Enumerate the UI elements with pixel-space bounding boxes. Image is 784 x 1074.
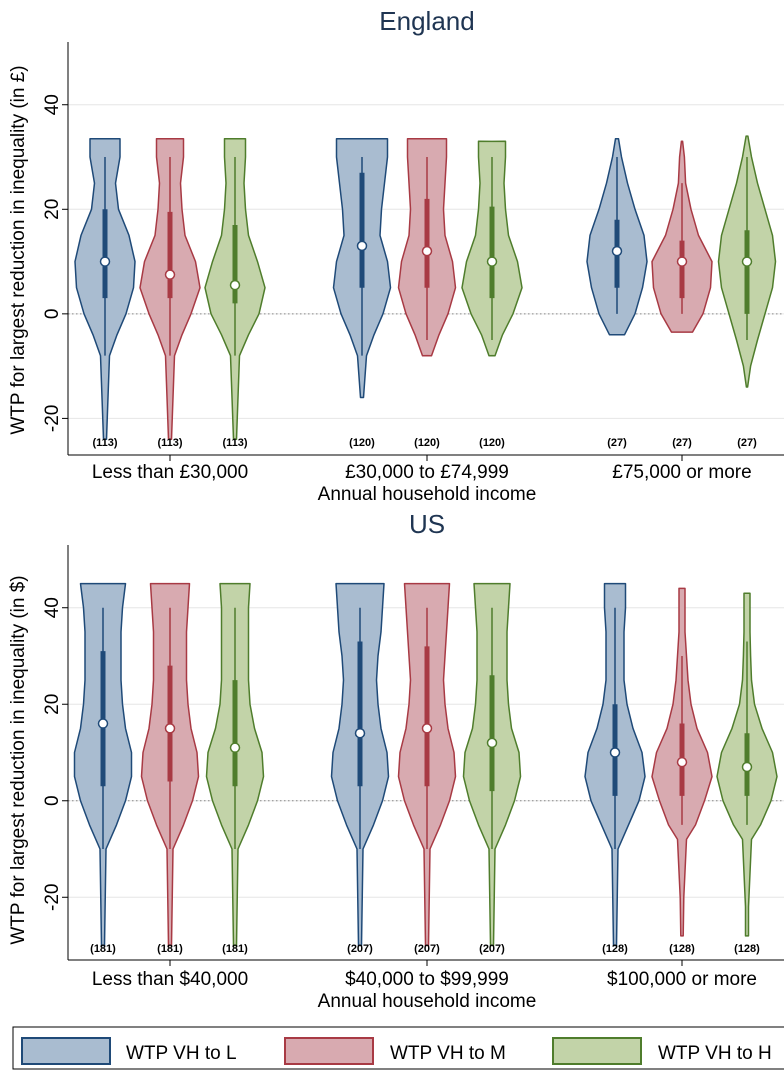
- y-tick-label: 20: [42, 199, 63, 220]
- legend-entry-m: WTP VH to M: [284, 1037, 506, 1065]
- violin-median-marker: [421, 723, 433, 734]
- sample-size-label: (181): [222, 943, 248, 955]
- violin-wtp-vh-to-l: [584, 582, 646, 947]
- x-category-label: Less than £30,000: [92, 462, 248, 483]
- sample-size-label: (113): [222, 437, 247, 449]
- x-category-label: Less than $40,000: [92, 969, 248, 990]
- x-category-label: £75,000 or more: [612, 462, 751, 483]
- panel-title-england: England: [379, 6, 474, 36]
- violin-median-marker: [229, 279, 241, 291]
- y-tick-label: -20: [42, 405, 63, 432]
- y-tick-label: 20: [42, 694, 63, 715]
- sample-size-label: (120): [479, 437, 505, 449]
- y-tick-label: -20: [42, 884, 63, 911]
- panel-us: US -20 0 20 40 WTP for largest reduction in i…: [8, 509, 784, 1012]
- violin-wtp-vh-to-l: [330, 582, 390, 947]
- violin-wtp-vh-to-m: [397, 582, 457, 947]
- violin-median-marker: [741, 761, 753, 773]
- panel-england: England -20 0 20 40 WTP for largest reduction…: [8, 6, 784, 505]
- legend-frame: [12, 1026, 784, 1070]
- violin-wtp-vh-to-h: [204, 137, 266, 441]
- violin-wtp-vh-to-h: [717, 135, 777, 388]
- legend-entry-h: WTP VH to H: [552, 1037, 772, 1065]
- violin-median-marker: [611, 245, 623, 257]
- sample-size-label: (181): [157, 943, 183, 955]
- violin-wtp-vh-to-m: [397, 137, 457, 357]
- y-axis-label: WTP for largest reduction in inequality …: [8, 575, 29, 944]
- y-tick-label: 0: [42, 795, 63, 806]
- x-axis-label: Annual household income: [318, 991, 537, 1012]
- violin-median-marker: [354, 727, 366, 739]
- violin-wtp-vh-to-l: [74, 137, 136, 441]
- legend-label-h: WTP VH to H: [658, 1043, 772, 1064]
- chart-legend: WTP VH to L WTP VH to M WTP VH to H: [12, 1026, 784, 1070]
- legend-entry-l: WTP VH to L: [21, 1037, 237, 1065]
- violin-wtp-vh-to-h: [461, 140, 523, 357]
- violin-median-marker: [486, 737, 498, 749]
- violin-wtp-vh-to-l: [332, 137, 392, 399]
- violin-median-marker: [741, 256, 753, 267]
- violin-median-marker: [676, 756, 688, 768]
- sample-size-label: (113): [92, 437, 117, 449]
- violin-median-marker: [229, 742, 241, 753]
- sample-size-label: (120): [414, 437, 440, 449]
- violin-median-marker: [356, 240, 368, 252]
- sample-size-label: (181): [90, 943, 116, 955]
- violin-median-marker: [164, 723, 176, 734]
- sample-size-label: (128): [602, 943, 628, 955]
- sample-size-label: (120): [349, 437, 375, 449]
- violin-median-marker: [97, 718, 109, 729]
- x-category-label: £30,000 to £74,999: [345, 462, 509, 483]
- violin-median-marker: [164, 269, 176, 280]
- sample-size-label: (128): [734, 943, 760, 955]
- violin-median-marker: [99, 256, 111, 267]
- legend-label-m: WTP VH to M: [390, 1043, 506, 1064]
- violin-wtp-vh-to-l: [73, 582, 133, 947]
- legend-swatch-h: [552, 1037, 642, 1065]
- violin-wtp-vh-to-m: [139, 137, 201, 441]
- violin-wtp-vh-to-m: [140, 582, 200, 947]
- sample-size-label: (128): [669, 943, 695, 955]
- violin-wtp-vh-to-h: [205, 582, 265, 947]
- sample-size-label: (207): [479, 943, 505, 955]
- panel-title-us: US: [409, 509, 445, 539]
- sample-size-label: (207): [347, 943, 373, 955]
- violin-wtp-vh-to-m: [651, 587, 713, 937]
- sample-size-label: (27): [607, 437, 627, 449]
- legend-label-l: WTP VH to L: [126, 1043, 237, 1064]
- chart-panels: England -20 0 20 40 WTP for largest reduction…: [8, 6, 784, 1012]
- y-tick-label: 40: [42, 94, 63, 115]
- x-axis-label: Annual household income: [318, 484, 537, 505]
- x-category-label: $40,000 to $99,999: [345, 969, 509, 990]
- y-tick-label: 40: [42, 597, 63, 618]
- violin-median-marker: [676, 256, 688, 267]
- violin-wtp-vh-to-h: [716, 592, 778, 937]
- violin-wtp-vh-to-m: [651, 140, 713, 333]
- y-tick-label: 0: [42, 309, 63, 320]
- legend-swatch-m: [284, 1037, 374, 1065]
- y-axis-label: WTP for largest reduction in inequality …: [8, 65, 29, 434]
- sample-size-label: (207): [414, 943, 440, 955]
- legend-swatch-l: [21, 1037, 111, 1065]
- violin-median-marker: [421, 245, 433, 257]
- violin-median-marker: [486, 256, 498, 267]
- sample-size-label: (27): [737, 437, 757, 449]
- violin-median-marker: [609, 747, 621, 758]
- sample-size-label: (27): [672, 437, 692, 449]
- x-category-label: $100,000 or more: [607, 969, 757, 990]
- sample-size-label: (113): [157, 437, 182, 449]
- violin-wtp-vh-to-l: [586, 137, 648, 336]
- violin-wtp-vh-to-h: [462, 582, 522, 947]
